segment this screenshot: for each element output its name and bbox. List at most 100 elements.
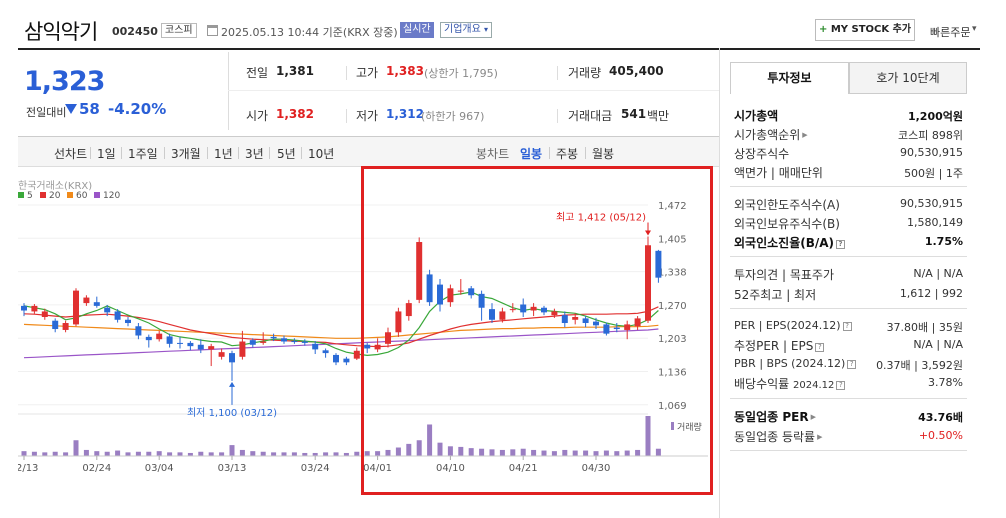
candle-body <box>52 320 59 330</box>
ma5-line <box>23 291 659 357</box>
candle-body <box>541 307 547 313</box>
divider <box>346 109 347 123</box>
help-icon[interactable]: ? <box>815 343 825 352</box>
candle-body <box>582 318 589 324</box>
volume-bar <box>531 449 537 456</box>
volume-bar <box>156 451 162 456</box>
tab-order-book[interactable]: 호가 10단계 <box>849 62 967 94</box>
open-label: 시가 <box>246 109 269 123</box>
volume-bar <box>83 449 89 456</box>
week52-value: 1,612 | 992 <box>899 287 963 300</box>
ma-legend-swatch <box>18 192 24 198</box>
tab-3year[interactable]: 3년 <box>245 147 264 161</box>
y-tick-label: 1,472 <box>658 201 687 212</box>
mystock-add-button[interactable]: + MY STOCK 추가 <box>815 19 915 41</box>
caret-right-icon: ▶ <box>810 413 816 421</box>
volume-bar <box>187 452 193 456</box>
current-price: 1,323 <box>24 66 105 97</box>
prev-compare-label: 전일대비 <box>26 106 67 119</box>
divider <box>346 66 347 80</box>
candle-body <box>312 343 319 350</box>
volume-bar <box>427 424 433 456</box>
candle-body <box>593 321 599 326</box>
tab-weekly[interactable]: 주봉 <box>556 147 579 161</box>
tab-1day[interactable]: 1일 <box>97 147 116 161</box>
help-icon[interactable]: ? <box>836 381 846 390</box>
divider <box>730 450 967 451</box>
volume-bar <box>364 451 370 456</box>
volume-bar <box>291 452 297 456</box>
x-tick-label: 04/30 <box>582 463 611 474</box>
sector-per-link[interactable]: 동일업종 PER ▶ <box>734 408 816 425</box>
candle-body <box>260 341 267 343</box>
volume-bar <box>281 452 287 456</box>
tab-5year[interactable]: 5년 <box>277 147 296 161</box>
candle-body <box>416 242 423 300</box>
market-badge: 코스피 <box>161 23 197 38</box>
candle-body <box>93 302 100 306</box>
candle-body <box>374 344 381 350</box>
candle-body <box>520 304 527 313</box>
tab-line-chart[interactable]: 선차트 <box>54 147 88 161</box>
quick-order-button[interactable]: 빠른주문 <box>930 26 971 39</box>
market-cap-value: 1,200억원 <box>907 110 963 123</box>
help-icon[interactable]: ? <box>836 240 846 249</box>
market-cap-rank-link[interactable]: 시가총액순위 ▶ <box>734 126 808 143</box>
help-icon[interactable]: ? <box>842 322 852 331</box>
tab-daily[interactable]: 일봉 <box>520 147 543 161</box>
ma120-line <box>23 328 659 359</box>
volume-bar <box>385 449 391 456</box>
open-value: 1,382 <box>276 107 314 121</box>
volume-bar <box>167 452 173 456</box>
candle-body <box>437 284 443 305</box>
tab-investment-info[interactable]: 투자정보 <box>730 62 849 94</box>
divider <box>269 147 270 159</box>
candle-body <box>478 293 485 308</box>
sector-change-label: 동일업종 등락률 <box>734 430 816 444</box>
candlestick-chart[interactable]: 한국거래소(KRX)5 20 60 120 1,472 1,405 1,338 1,270 1… <box>18 168 718 478</box>
tab-1year[interactable]: 1년 <box>214 147 233 161</box>
calendar-icon <box>207 25 218 36</box>
volume-value: 405,400 <box>609 64 664 78</box>
volume-bar <box>416 440 422 456</box>
help-icon[interactable]: ? <box>847 360 857 369</box>
tab-10year[interactable]: 10년 <box>308 147 335 161</box>
tab-1week[interactable]: 1주일 <box>128 147 158 161</box>
tab-monthly[interactable]: 월봉 <box>592 147 615 161</box>
prev-close-label: 전일 <box>246 66 269 80</box>
volume-bar <box>250 451 256 456</box>
sector-change-link[interactable]: 동일업종 등락률 ▶ <box>734 428 823 445</box>
high-value: 1,383 <box>386 64 424 78</box>
x-tick-label: 02/24 <box>82 463 111 474</box>
volume-bar <box>125 452 131 456</box>
low-label: 저가 <box>356 109 379 123</box>
pbr-row: PBR | BPS (2024.12)? <box>734 356 857 370</box>
candle-body <box>447 288 454 303</box>
tab-candle-chart[interactable]: 봉차트 <box>476 147 510 161</box>
opinion-value: N/A | N/A <box>913 267 963 280</box>
tab-3month[interactable]: 3개월 <box>171 147 201 161</box>
y-tick-label: 1,338 <box>658 268 687 279</box>
volume-bar <box>583 450 589 456</box>
realtime-button[interactable]: 실시간 <box>400 22 434 38</box>
corp-info-dropdown[interactable]: 기업개요 ▾ <box>440 22 493 38</box>
x-tick-label: 03/04 <box>145 463 174 474</box>
candle-body <box>322 350 329 354</box>
volume-bar <box>499 449 505 456</box>
volume-bar <box>655 448 661 456</box>
candle-body <box>197 344 204 350</box>
volume-bar <box>239 449 245 456</box>
candle-body <box>104 307 111 313</box>
volume-bar <box>63 452 69 456</box>
candle-body <box>655 250 662 278</box>
divider <box>557 109 558 123</box>
volume-bar <box>115 450 121 456</box>
volume-bar <box>489 449 495 456</box>
volume-bar <box>52 451 58 456</box>
ma-legend-label: 20 <box>49 191 61 201</box>
volume-bar <box>73 440 79 456</box>
volume-bar <box>198 451 204 456</box>
volume-bar <box>219 452 225 456</box>
foreign-ratio-value: 1.75% <box>924 235 963 248</box>
candle-body <box>603 324 610 334</box>
